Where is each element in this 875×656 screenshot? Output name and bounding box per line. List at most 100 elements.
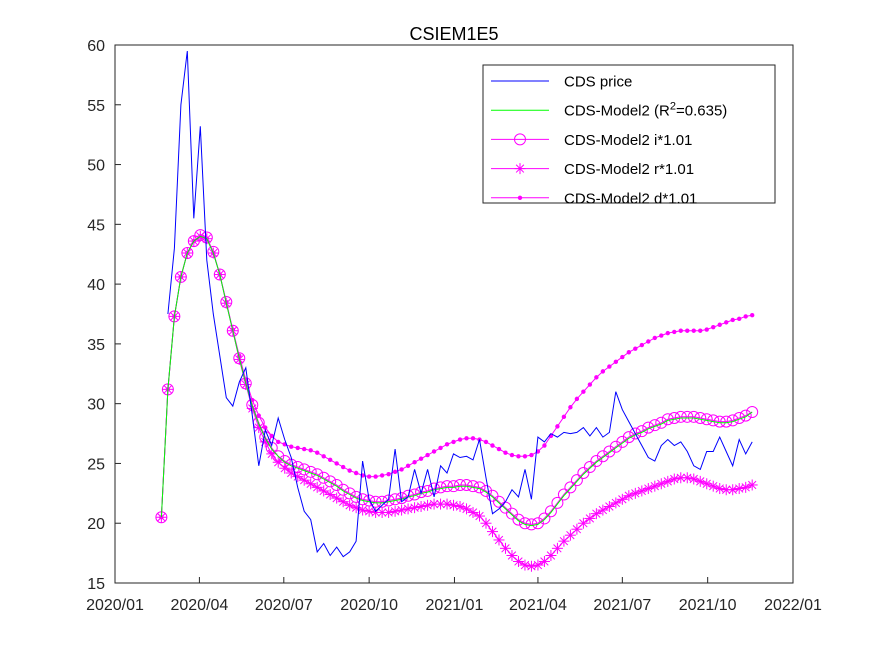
data-point — [327, 457, 333, 463]
data-point — [620, 354, 625, 360]
y-tick-label: 50 — [87, 158, 105, 175]
data-point — [600, 369, 606, 374]
data-point — [298, 474, 310, 486]
data-point — [529, 452, 534, 458]
data-point — [506, 550, 518, 562]
data-point — [457, 437, 463, 442]
data-point — [253, 422, 265, 434]
data-point — [509, 452, 515, 458]
data-point — [577, 517, 589, 529]
data-point — [577, 467, 590, 480]
data-point — [652, 335, 658, 341]
data-point — [460, 478, 473, 491]
data-point — [181, 247, 194, 260]
data-point — [746, 479, 758, 491]
y-tick-label: 45 — [87, 217, 105, 234]
x-tick-label: 2021/01 — [426, 597, 484, 614]
data-point — [226, 324, 239, 337]
data-point — [739, 409, 752, 422]
data-point — [366, 474, 372, 479]
data-point — [525, 560, 537, 572]
legend-label: CDS-Model2 (R2=0.635) — [564, 101, 727, 120]
data-point — [704, 327, 709, 332]
data-point — [590, 508, 602, 520]
series-cds-price — [167, 50, 753, 558]
data-point — [431, 449, 437, 454]
data-point — [551, 542, 563, 554]
data-point — [311, 468, 324, 481]
data-point — [542, 443, 547, 448]
data-point — [483, 439, 489, 445]
data-point — [687, 410, 700, 423]
data-point — [324, 475, 337, 488]
series-cds-model2-i-1-01 — [155, 229, 759, 531]
data-point — [583, 461, 596, 474]
data-point — [587, 382, 593, 387]
data-point — [674, 410, 687, 423]
data-point — [467, 506, 479, 518]
data-point — [659, 333, 664, 338]
legend-entry-cds-model2-r-0-635: CDS-Model2 (R2=0.635) — [491, 101, 727, 120]
data-point — [490, 443, 495, 448]
data-point — [691, 328, 696, 333]
data-point — [749, 312, 755, 318]
data-point — [220, 296, 233, 309]
data-point — [639, 342, 645, 348]
data-point — [574, 396, 580, 402]
data-point — [324, 489, 336, 501]
data-point — [678, 328, 683, 333]
data-point — [648, 419, 661, 432]
data-point — [444, 442, 450, 447]
data-point — [492, 495, 505, 508]
data-point — [331, 492, 343, 504]
y-tick-label: 25 — [87, 456, 105, 473]
data-point — [295, 445, 300, 451]
data-point — [503, 450, 508, 455]
legend: CDS price CDS-Model2 (R2=0.635) CDS-Model2… — [482, 64, 776, 207]
data-point — [633, 346, 638, 351]
data-point — [555, 424, 560, 429]
data-point — [672, 329, 677, 335]
data-point — [438, 445, 443, 451]
data-point — [308, 448, 313, 453]
legend-label: CDS-Model2 d*1.01 — [564, 190, 697, 207]
data-point — [544, 505, 557, 518]
data-point — [373, 474, 378, 479]
data-point — [272, 450, 285, 463]
data-point — [278, 455, 291, 468]
data-point — [596, 450, 609, 463]
y-tick-label: 60 — [87, 38, 105, 55]
legend-entry-cds-price: CDS price — [491, 74, 632, 91]
legend-entry-cds-model2-r-1-01: CDS-Model2 r*1.01 — [491, 161, 694, 178]
data-point — [609, 440, 622, 453]
data-point — [304, 465, 317, 478]
data-point — [642, 483, 654, 495]
data-point — [561, 414, 567, 420]
data-point — [616, 493, 628, 505]
data-point — [496, 446, 502, 452]
legend-box — [482, 64, 776, 204]
data-point — [451, 439, 456, 445]
y-tick-label: 15 — [87, 576, 105, 593]
chart-title: CSIEM1E5 — [409, 24, 498, 44]
data-point — [493, 534, 505, 546]
data-point — [726, 414, 739, 427]
series-line — [167, 50, 753, 558]
data-point — [480, 517, 492, 529]
x-tick-label: 2021/04 — [509, 597, 567, 614]
data-point — [276, 439, 281, 445]
data-point — [239, 377, 252, 390]
data-point — [551, 496, 564, 509]
data-point — [461, 503, 473, 515]
data-point — [570, 474, 583, 487]
series-layer — [155, 50, 759, 572]
data-point — [564, 481, 577, 494]
data-point — [610, 497, 622, 509]
data-point — [665, 330, 670, 336]
y-tick-label: 55 — [87, 98, 105, 115]
data-point — [425, 452, 430, 458]
data-point — [337, 496, 349, 508]
data-point — [685, 328, 690, 333]
legend-marker — [514, 133, 526, 146]
data-point — [330, 478, 343, 491]
